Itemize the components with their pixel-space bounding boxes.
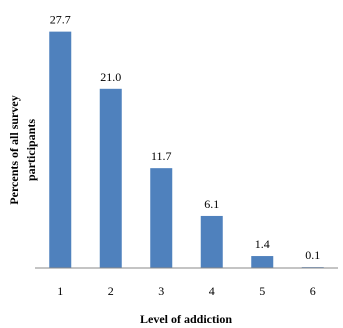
y-axis-title-line-1: Percents of all survey [7,95,21,204]
bar-2 [99,88,122,268]
bar-3 [150,168,173,268]
data-label-2: 21.0 [100,70,121,84]
x-tick-labels: 1 2 3 4 5 6 [57,284,316,298]
data-label-5: 1.4 [255,237,270,251]
bar-4 [200,215,223,268]
data-labels: 27.7 21.0 11.7 6.1 1.4 0.1 [50,13,321,263]
x-tick-label-3: 3 [158,284,164,298]
data-label-3: 11.7 [151,149,172,163]
x-tick-label-6: 6 [310,284,316,298]
x-axis-title: Level of addiction [140,312,232,326]
data-label-6: 0.1 [305,248,320,262]
bars-group [49,31,324,269]
y-axis-title-2: participants [24,119,38,181]
x-tick-label-5: 5 [259,284,265,298]
data-label-1: 27.7 [50,13,71,27]
y-axis-title: Percents of all survey [7,95,21,204]
bar-1 [49,31,72,269]
x-tick-label-2: 2 [108,284,114,298]
x-tick-label-4: 4 [209,284,215,298]
x-tick-label-1: 1 [57,284,63,298]
data-label-4: 6.1 [204,197,219,211]
bar-5 [251,256,274,268]
